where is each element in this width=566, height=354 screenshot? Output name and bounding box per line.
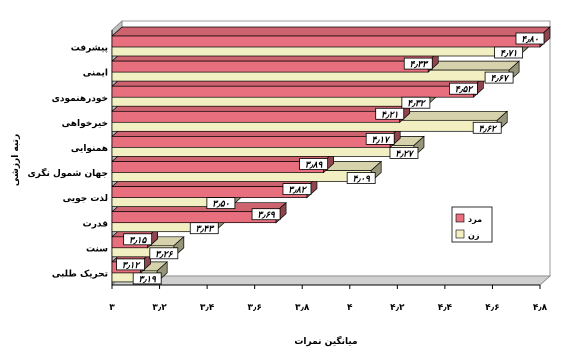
data-label: ۳٫۸۲ bbox=[288, 186, 308, 196]
category-label: خیرخواهی bbox=[62, 119, 108, 129]
category-label: لذت جویی bbox=[63, 194, 108, 204]
data-label-box bbox=[189, 222, 219, 235]
category-label: همنوایی bbox=[71, 144, 108, 154]
data-label-box bbox=[123, 233, 153, 246]
data-label: ۴٫۶۲ bbox=[478, 124, 498, 134]
data-label-box bbox=[375, 107, 405, 120]
x-tick-label: ۴ bbox=[347, 303, 353, 313]
data-label-box bbox=[116, 258, 145, 271]
data-label: ۴٫۳۲ bbox=[407, 99, 427, 109]
data-label: ۳٫۶۹ bbox=[257, 211, 276, 221]
data-label-box bbox=[346, 172, 376, 184]
data-label-box bbox=[389, 146, 419, 159]
data-label-box bbox=[484, 71, 514, 84]
data-label-box bbox=[472, 121, 502, 134]
data-label-box bbox=[132, 272, 162, 285]
data-label-box bbox=[299, 158, 329, 170]
plot-floor bbox=[110, 275, 552, 286]
data-label: ۳٫۱۵ bbox=[129, 236, 148, 246]
data-label: ۳٫۵۰ bbox=[212, 200, 229, 210]
x-tick-label: ۴٫۴ bbox=[438, 303, 453, 313]
data-label-box bbox=[282, 183, 312, 196]
legend-label: مرد bbox=[468, 215, 482, 224]
x-tick-label: ۳٫۸ bbox=[295, 303, 310, 313]
data-label-box bbox=[251, 208, 281, 221]
bar-men bbox=[111, 26, 551, 48]
x-tick-label: ۳ bbox=[109, 303, 115, 313]
data-label-box bbox=[449, 82, 478, 95]
legend-label: زن bbox=[468, 231, 480, 240]
category-label: تحریک طلبی bbox=[52, 269, 108, 279]
data-label-box bbox=[494, 46, 524, 59]
data-label-box bbox=[365, 132, 395, 145]
legend-swatch bbox=[455, 229, 465, 239]
data-label: ۴٫۲۷ bbox=[395, 149, 415, 159]
x-tick-label: ۳٫۴ bbox=[200, 303, 215, 313]
x-tick-label: ۴٫۲ bbox=[390, 303, 405, 313]
x-tick-label: ۴٫۸ bbox=[533, 303, 548, 313]
category-label: ایمنی bbox=[83, 69, 108, 79]
data-label: ۳٫۸۹ bbox=[305, 161, 324, 171]
x-axis-title: میانگین نمرات bbox=[294, 335, 357, 347]
data-label: ۴٫۳۳ bbox=[410, 60, 430, 70]
x-tick-label: ۳٫۲ bbox=[152, 303, 167, 313]
data-label: ۳٫۱۲ bbox=[122, 261, 142, 271]
data-label-box bbox=[149, 247, 179, 260]
data-label: ۴٫۶۷ bbox=[490, 74, 510, 84]
data-label: ۳٫۴۳ bbox=[196, 225, 216, 235]
data-label-box bbox=[403, 57, 433, 70]
data-label-box bbox=[401, 96, 431, 109]
legend-swatch bbox=[455, 213, 465, 223]
category-label: قدرت bbox=[83, 219, 108, 229]
x-tick-label: ۳٫۶ bbox=[247, 303, 261, 313]
x-tick-label: ۴٫۶ bbox=[485, 303, 499, 313]
data-label: ۳٫۲۶ bbox=[155, 250, 174, 260]
data-label: ۴٫۵۲ bbox=[455, 85, 475, 95]
category-label: سنت bbox=[86, 244, 108, 254]
data-label: ۴٫۱۷ bbox=[371, 135, 391, 145]
category-label: جهان شمول نگری bbox=[27, 167, 108, 179]
data-label: ۴٫۲۱ bbox=[381, 110, 398, 120]
data-label-box bbox=[515, 32, 545, 45]
category-label: پیشرفت bbox=[71, 44, 108, 54]
data-label: ۴٫۰۹ bbox=[352, 175, 371, 185]
data-label: ۴٫۸۰ bbox=[521, 35, 538, 45]
data-label-box bbox=[206, 197, 236, 210]
data-label: ۳٫۱۹ bbox=[138, 275, 157, 285]
category-label: خودرهنمودی bbox=[52, 94, 108, 104]
data-label: ۴٫۷۱ bbox=[500, 49, 517, 59]
y-axis-title: رتبه ارزشی bbox=[11, 134, 21, 186]
